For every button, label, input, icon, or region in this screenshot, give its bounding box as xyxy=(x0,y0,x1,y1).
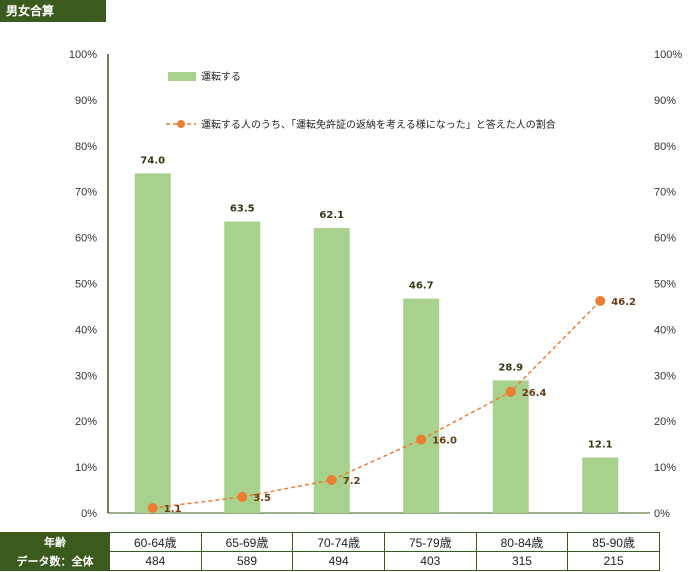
legend-label-bar: 運転する xyxy=(201,71,241,83)
age-row-header: 年齢 xyxy=(0,532,110,552)
bar xyxy=(224,221,261,513)
count-cell: 403 xyxy=(383,551,477,571)
ratio-point xyxy=(237,491,248,502)
bar-value-label: 28.9 xyxy=(498,362,523,373)
age-cell: 70-74歳 xyxy=(292,532,385,552)
y-tick-right: 40% xyxy=(654,324,676,336)
ratio-point xyxy=(326,474,337,485)
y-tick-left: 90% xyxy=(75,95,97,107)
count-cell: 484 xyxy=(109,551,202,571)
bar xyxy=(313,227,350,513)
bar-value-label: 46.7 xyxy=(409,281,434,292)
count-cell: 215 xyxy=(567,551,660,571)
chart-tag: 男女合算 xyxy=(0,0,106,22)
age-cell: 80-84歳 xyxy=(475,532,569,552)
ratio-value-label: 16.0 xyxy=(432,436,457,447)
legend-label-line: 運転する人のうち、「運転免許証の返納を考える様になった」と答えた人の割合 xyxy=(201,118,556,131)
y-tick-left: 20% xyxy=(75,416,97,428)
y-tick-right: 30% xyxy=(654,370,676,382)
y-tick-right: 70% xyxy=(654,187,676,199)
ratio-point xyxy=(147,502,158,513)
ratio-point xyxy=(505,386,516,397)
ratio-point xyxy=(416,434,427,445)
ratio-value-label: 46.2 xyxy=(611,297,636,308)
y-tick-left: 50% xyxy=(75,279,97,291)
age-cell: 65-69歳 xyxy=(200,532,294,552)
age-cell: 60-64歳 xyxy=(109,532,202,552)
bar-value-label: 63.5 xyxy=(230,204,255,215)
count-cell: 589 xyxy=(200,551,294,571)
y-tick-right: 50% xyxy=(654,279,676,291)
bar xyxy=(582,457,619,513)
count-cell: 494 xyxy=(292,551,385,571)
y-tick-right: 80% xyxy=(654,141,676,153)
y-tick-left: 0% xyxy=(81,508,97,520)
y-tick-left: 10% xyxy=(75,462,97,474)
y-tick-right: 10% xyxy=(654,462,676,474)
bar-value-label: 12.1 xyxy=(588,439,613,450)
combo-chart: 0% 0% 10% 10% 20% 20% 30% 30% 40% 40% 50% 50% 60% 60%… xyxy=(69,49,682,520)
bar xyxy=(134,173,171,513)
bar xyxy=(403,298,440,513)
y-tick-left: 80% xyxy=(75,141,97,153)
age-row: 年齢 60-64歳 65-69歳 70-74歳 75-79歳 80-84歳 85… xyxy=(0,532,660,552)
ratio-value-label: 26.4 xyxy=(522,388,547,399)
y-tick-left: 60% xyxy=(75,233,97,245)
ratio-value-label: 7.2 xyxy=(343,476,361,487)
y-tick-right: 100% xyxy=(654,49,682,61)
y-tick-left: 40% xyxy=(75,324,97,336)
y-tick-left: 100% xyxy=(69,49,97,61)
y-tick-right: 60% xyxy=(654,233,676,245)
legend-swatch-bar xyxy=(168,72,196,81)
y-tick-right: 90% xyxy=(654,95,676,107)
y-tick-left: 70% xyxy=(75,187,97,199)
ratio-point xyxy=(595,295,606,306)
age-cell: 85-90歳 xyxy=(567,532,660,552)
legend-marker xyxy=(177,120,185,128)
bar xyxy=(492,380,529,513)
ratio-value-label: 1.1 xyxy=(164,504,182,515)
ratio-value-label: 3.5 xyxy=(253,493,271,504)
y-tick-right: 20% xyxy=(654,416,676,428)
age-cell: 75-79歳 xyxy=(383,532,477,552)
bar-value-label: 74.0 xyxy=(140,155,165,166)
count-cell: 315 xyxy=(475,551,569,571)
y-tick-right: 0% xyxy=(654,508,670,520)
count-row: データ数：全体 484 589 494 403 315 215 xyxy=(0,551,660,571)
count-row-header: データ数：全体 xyxy=(0,551,110,571)
ratio-line xyxy=(152,300,601,509)
y-tick-left: 30% xyxy=(75,370,97,382)
bar-value-label: 62.1 xyxy=(319,210,344,221)
data-table: 年齢 60-64歳 65-69歳 70-74歳 75-79歳 80-84歳 85… xyxy=(0,532,660,571)
